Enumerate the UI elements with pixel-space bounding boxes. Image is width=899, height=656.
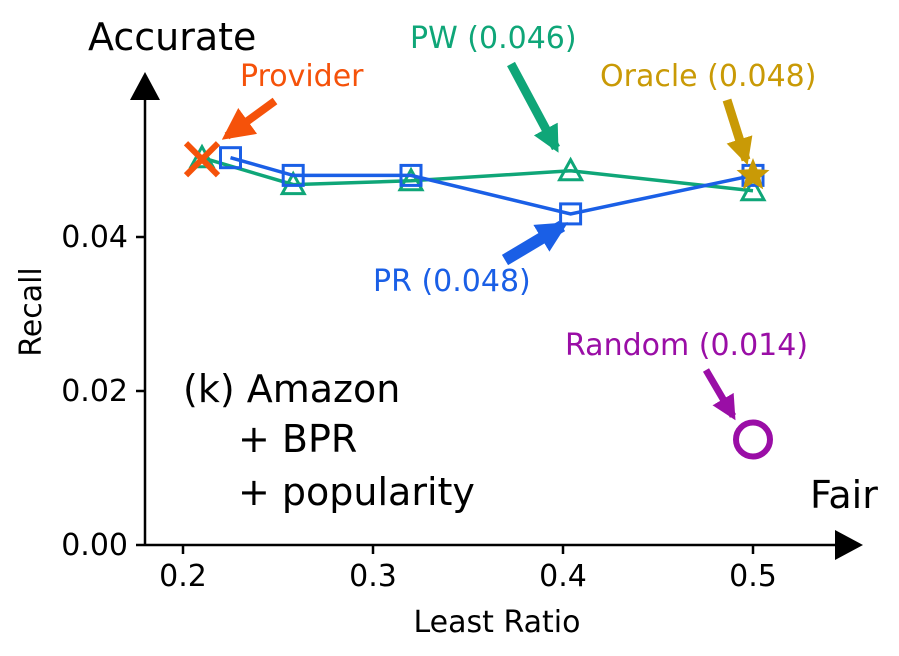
y-tick-label: 0.02 (61, 374, 128, 409)
chart-subtitle-line-1: + BPR (238, 417, 357, 461)
provider-point (183, 141, 221, 178)
random-point (733, 419, 773, 460)
y-top-annotation: Accurate (88, 15, 256, 59)
y-axis-arrow (130, 72, 160, 100)
pr-point (559, 202, 583, 226)
series-pr (219, 146, 765, 226)
oracle-label: Oracle (0.048) (600, 59, 816, 94)
x-axis-arrow (835, 530, 863, 560)
pr-point (281, 163, 305, 187)
x-tick-label: 0.3 (349, 559, 397, 594)
series-line-pr (230, 156, 754, 216)
pr-point (399, 163, 423, 187)
x-tick-label: 0.5 (729, 559, 777, 594)
pw-label: PW (0.046) (410, 21, 577, 56)
x-tick-label: 0.2 (159, 559, 207, 594)
oracle-point (736, 158, 770, 190)
provider-arrow (221, 97, 278, 140)
series-line-pw (201, 156, 754, 193)
x-ticks: 0.2 0.3 0.4 0.5 (159, 545, 777, 594)
oracle-arrow (722, 98, 753, 166)
pr-arrow (501, 220, 569, 266)
pr-point (219, 146, 242, 170)
points-layer (183, 141, 773, 460)
provider-label: Provider (240, 59, 364, 94)
series-layer (188, 143, 767, 226)
random-label: Random (0.014) (565, 328, 808, 363)
y-tick-label: 0.00 (61, 528, 128, 563)
pr-label: PR (0.048) (373, 264, 531, 299)
chart-subtitle-line-2: + popularity (238, 470, 475, 514)
pw-point (397, 166, 425, 192)
y-ticks: 0.00 0.02 0.04 (61, 220, 145, 563)
chart-title: (k) Amazon (183, 367, 400, 411)
axes (130, 72, 863, 560)
pw-point (279, 170, 307, 196)
random-arrow (702, 368, 737, 421)
x-tick-label: 0.4 (539, 559, 587, 594)
x-right-annotation: Fair (810, 473, 878, 517)
pw-point (557, 156, 585, 182)
x-axis-label: Least Ratio (414, 605, 581, 640)
pw-point (739, 176, 767, 202)
y-axis-label: Recall (14, 267, 49, 357)
pw-arrow (507, 61, 560, 153)
y-tick-label: 0.04 (61, 220, 128, 255)
